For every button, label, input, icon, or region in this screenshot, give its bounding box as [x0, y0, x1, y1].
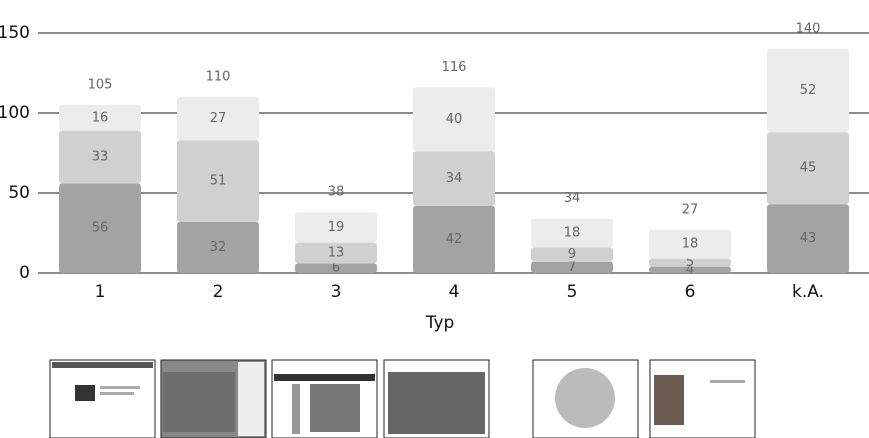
total-label: 34 — [564, 191, 581, 206]
thumbnail-image — [75, 385, 95, 401]
x-tick-label: 4 — [449, 282, 460, 302]
value-label: 42 — [446, 232, 463, 247]
thumbnail-bar — [274, 374, 375, 381]
value-label: 19 — [328, 220, 345, 235]
x-tick-label: 3 — [331, 282, 342, 302]
bar-segment — [531, 261, 613, 273]
bar-segment — [649, 258, 731, 267]
total-label: 140 — [796, 22, 821, 37]
bar-segment — [177, 140, 259, 222]
total-label: 27 — [682, 202, 699, 217]
x-tick-label: 5 — [567, 282, 578, 302]
value-label: 13 — [328, 246, 345, 261]
y-tick-label: 150 — [0, 23, 30, 43]
total-label: 110 — [206, 70, 231, 85]
value-label: 5 — [686, 255, 694, 270]
bar-segment — [295, 263, 377, 273]
bar-segment — [767, 132, 849, 205]
total-label: 38 — [328, 185, 345, 200]
bar-segment — [531, 218, 613, 248]
thumbnail-panel — [238, 362, 264, 436]
x-tick-label: 6 — [685, 282, 696, 302]
value-label: 6 — [332, 261, 340, 276]
value-label: 9 — [568, 247, 576, 262]
bar-segment — [295, 242, 377, 264]
value-label: 32 — [210, 240, 227, 255]
thumbnail-text — [100, 386, 140, 389]
bar-segment — [177, 221, 259, 273]
value-label: 27 — [210, 111, 227, 126]
value-label: 43 — [800, 231, 817, 246]
value-label: 18 — [564, 226, 581, 241]
x-tick-label: 2 — [213, 282, 224, 302]
value-label: 34 — [446, 171, 463, 186]
bar-segment — [177, 97, 259, 141]
thumbnail-text — [710, 380, 745, 383]
value-label: 7 — [568, 260, 576, 275]
bar-segment — [767, 49, 849, 133]
value-label: 18 — [682, 237, 699, 252]
total-label: 116 — [442, 60, 467, 75]
value-label: 51 — [210, 174, 227, 189]
bar-segment — [295, 212, 377, 243]
x-tick-label: 1 — [95, 282, 106, 302]
bar-segment — [413, 151, 495, 206]
thumbnail-grid — [310, 384, 360, 432]
thumbnail-graph — [555, 368, 615, 428]
value-label: 56 — [92, 221, 109, 236]
value-label: 16 — [92, 110, 109, 125]
bar-segment — [649, 266, 731, 273]
bar-segment — [649, 229, 731, 259]
x-axis-label: Typ — [425, 313, 455, 333]
x-tick-label: k.A. — [792, 282, 824, 302]
bar-segment — [767, 204, 849, 273]
thumbnail-image — [163, 372, 235, 432]
thumbnail-text — [100, 392, 134, 395]
thumbnail-image — [292, 384, 300, 434]
y-tick-label: 0 — [19, 263, 30, 283]
bar-segment — [413, 87, 495, 152]
y-tick-label: 100 — [0, 103, 30, 123]
value-label: 33 — [92, 150, 109, 165]
thumbnail — [49, 359, 156, 438]
bar-segment — [413, 205, 495, 273]
thumbnail-image — [654, 375, 684, 425]
thumbnail-grid — [388, 372, 485, 434]
thumbnail-bar — [52, 362, 153, 368]
bar-segment — [59, 130, 141, 184]
value-label: 45 — [800, 161, 817, 176]
total-label: 105 — [88, 78, 113, 93]
bar-segment — [531, 247, 613, 262]
bar-segment — [59, 183, 141, 273]
bar-segment — [59, 105, 141, 131]
thumbnails — [49, 359, 756, 438]
y-tick-label: 50 — [8, 183, 30, 203]
value-label: 40 — [446, 112, 463, 127]
value-label: 52 — [800, 83, 817, 98]
value-label: 4 — [686, 262, 694, 277]
